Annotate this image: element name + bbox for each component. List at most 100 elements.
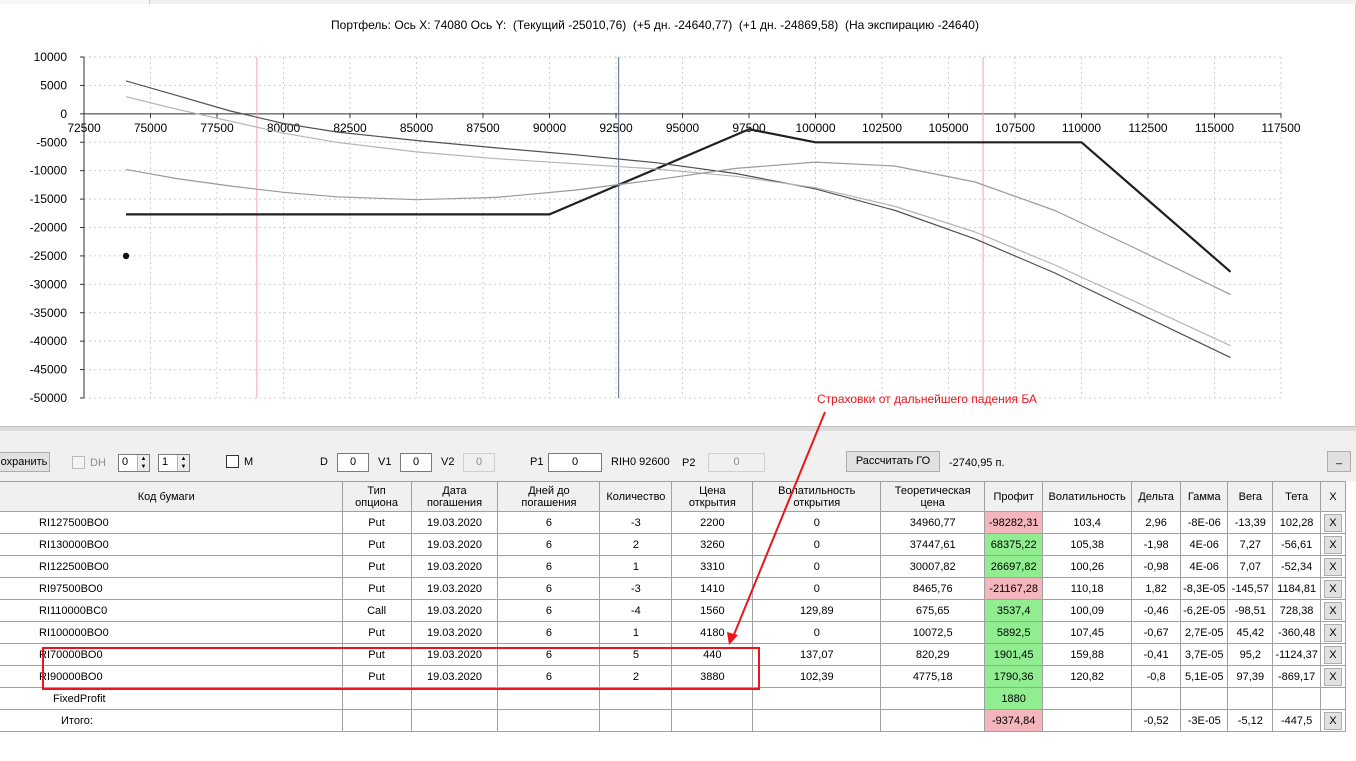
table-cell[interactable]: 100,26 — [1042, 555, 1133, 578]
table-cell[interactable]: 440 — [671, 643, 754, 666]
table-cell[interactable]: 3260 — [671, 533, 754, 556]
security-code-cell[interactable]: RI122500BO0 — [0, 555, 343, 578]
table-cell[interactable]: -869,17 — [1272, 665, 1321, 688]
table-row[interactable]: RI70000BO0 Put 19.03.2020 6 5 440 137,07 820,29… — [0, 643, 1347, 666]
remove-row-button[interactable]: X — [1323, 711, 1342, 730]
remove-row-button[interactable]: X — [1323, 579, 1342, 598]
security-code-cell[interactable]: RI97500BO0 — [0, 577, 343, 600]
table-cell[interactable]: 0 — [752, 511, 882, 534]
total-profit-value[interactable]: -9374,84 — [984, 709, 1044, 732]
table-cell[interactable]: -145,57 — [1227, 577, 1274, 600]
table-cell[interactable]: Put — [341, 665, 412, 688]
table-cell[interactable]: -98,51 — [1227, 599, 1274, 622]
table-cell[interactable]: -360,48 — [1272, 621, 1321, 644]
security-code-cell[interactable]: RI127500BO0 — [0, 511, 343, 534]
table-cell[interactable]: 1,82 — [1131, 577, 1182, 600]
d-input[interactable]: 0 — [337, 453, 369, 472]
remove-cell[interactable]: X — [1319, 511, 1347, 534]
table-cell[interactable]: 6 — [497, 599, 601, 622]
profit-cell[interactable]: 1901,45 — [984, 643, 1044, 666]
table-cell[interactable]: -6,2E-05 — [1180, 599, 1229, 622]
table-cell[interactable]: 3880 — [671, 665, 754, 688]
table-cell[interactable]: 37447,61 — [880, 533, 986, 556]
remove-cell[interactable]: X — [1319, 643, 1347, 666]
table-cell[interactable]: 159,88 — [1042, 643, 1133, 666]
table-row[interactable]: RI110000BC0 Call 19.03.2020 6 -4 1560 129,89 67… — [0, 599, 1347, 622]
table-cell[interactable]: 19.03.2020 — [410, 511, 499, 534]
table-cell[interactable] — [341, 709, 412, 732]
remove-cell[interactable]: X — [1319, 599, 1347, 622]
table-cell[interactable]: 107,45 — [1042, 621, 1133, 644]
column-header[interactable]: Вега — [1227, 481, 1274, 512]
table-cell[interactable]: -0,98 — [1131, 555, 1182, 578]
table-cell[interactable] — [1319, 687, 1347, 710]
table-cell[interactable]: -1,98 — [1131, 533, 1182, 556]
v1-input[interactable]: 0 — [400, 453, 432, 472]
security-code-cell[interactable]: RI110000BC0 — [0, 599, 343, 622]
table-cell[interactable]: 2200 — [671, 511, 754, 534]
table-row[interactable]: RI90000BO0 Put 19.03.2020 6 2 3880 102,39 4775,… — [0, 665, 1347, 688]
table-cell[interactable]: 728,38 — [1272, 599, 1321, 622]
m-checkbox[interactable] — [226, 455, 239, 468]
table-cell[interactable]: -0,67 — [1131, 621, 1182, 644]
table-cell[interactable]: -8,3E-05 — [1180, 577, 1229, 600]
profit-cell[interactable]: 5892,5 — [984, 621, 1044, 644]
profit-cell[interactable]: 26697,82 — [984, 555, 1044, 578]
table-cell[interactable]: Put — [341, 621, 412, 644]
table-cell[interactable]: 0 — [752, 533, 882, 556]
table-cell[interactable]: 19.03.2020 — [410, 577, 499, 600]
table-cell[interactable]: 1560 — [671, 599, 754, 622]
column-header[interactable]: Дней до погашения — [497, 481, 601, 512]
table-cell[interactable]: Put — [341, 643, 412, 666]
table-cell[interactable] — [1272, 687, 1321, 710]
table-cell[interactable]: -0,46 — [1131, 599, 1182, 622]
table-cell[interactable]: -4 — [599, 599, 673, 622]
table-cell[interactable]: 7,07 — [1227, 555, 1274, 578]
total-gamma[interactable]: -3E-05 — [1180, 709, 1229, 732]
column-header[interactable]: Дельта — [1131, 481, 1182, 512]
table-cell[interactable]: 45,42 — [1227, 621, 1274, 644]
table-cell[interactable]: 10072,5 — [880, 621, 986, 644]
remove-row-button[interactable]: X — [1323, 557, 1342, 576]
table-cell[interactable]: Put — [341, 577, 412, 600]
remove-cell[interactable]: X — [1319, 533, 1347, 556]
table-cell[interactable]: 19.03.2020 — [410, 533, 499, 556]
table-cell[interactable] — [410, 709, 499, 732]
column-header[interactable]: Код бумаги — [0, 481, 343, 512]
spin-arrows-icon[interactable]: ▲ ▼ — [177, 455, 189, 471]
column-header[interactable]: Дата погашения — [410, 481, 499, 512]
table-cell[interactable]: -0,41 — [1131, 643, 1182, 666]
table-row[interactable]: RI97500BO0 Put 19.03.2020 6 -3 1410 0 8465,76 -2… — [0, 577, 1347, 600]
remove-row-button[interactable]: X — [1323, 645, 1342, 664]
table-cell[interactable] — [497, 687, 601, 710]
table-cell[interactable]: 0 — [752, 621, 882, 644]
table-cell[interactable] — [1042, 687, 1133, 710]
remove-row-button[interactable]: X — [1323, 601, 1342, 620]
remove-row-button[interactable]: X — [1323, 535, 1342, 554]
security-code-cell[interactable]: RI130000BO0 — [0, 533, 343, 556]
table-row[interactable]: RI127500BO0 Put 19.03.2020 6 -3 2200 0 34960,77… — [0, 511, 1347, 534]
remove-cell[interactable]: X — [1319, 665, 1347, 688]
table-cell[interactable]: 2 — [599, 665, 673, 688]
table-cell[interactable]: 2 — [599, 533, 673, 556]
table-cell[interactable]: -0,8 — [1131, 665, 1182, 688]
table-cell[interactable] — [1180, 687, 1229, 710]
profit-cell[interactable]: 68375,22 — [984, 533, 1044, 556]
table-cell[interactable]: 820,29 — [880, 643, 986, 666]
table-cell[interactable]: 102,39 — [752, 665, 882, 688]
fixed-profit-label[interactable]: FixedProfit — [0, 687, 343, 710]
profit-cell[interactable]: 3537,4 — [984, 599, 1044, 622]
remove-cell[interactable]: X — [1319, 621, 1347, 644]
splitter[interactable] — [0, 426, 1356, 431]
p1-input[interactable]: 0 — [548, 453, 602, 472]
table-row[interactable]: RI100000BO0 Put 19.03.2020 6 1 4180 0 10072,5 58… — [0, 621, 1347, 644]
remove-row-button[interactable]: X — [1323, 623, 1342, 642]
table-cell[interactable] — [341, 687, 412, 710]
total-label[interactable]: Итого: — [0, 709, 343, 732]
table-cell[interactable]: -56,61 — [1272, 533, 1321, 556]
table-cell[interactable]: -3 — [599, 511, 673, 534]
spin-box-1[interactable]: 0 ▲ ▼ — [118, 454, 150, 472]
table-cell[interactable]: 137,07 — [752, 643, 882, 666]
table-cell[interactable]: 6 — [497, 555, 601, 578]
minimize-button[interactable]: _ — [1327, 451, 1351, 472]
